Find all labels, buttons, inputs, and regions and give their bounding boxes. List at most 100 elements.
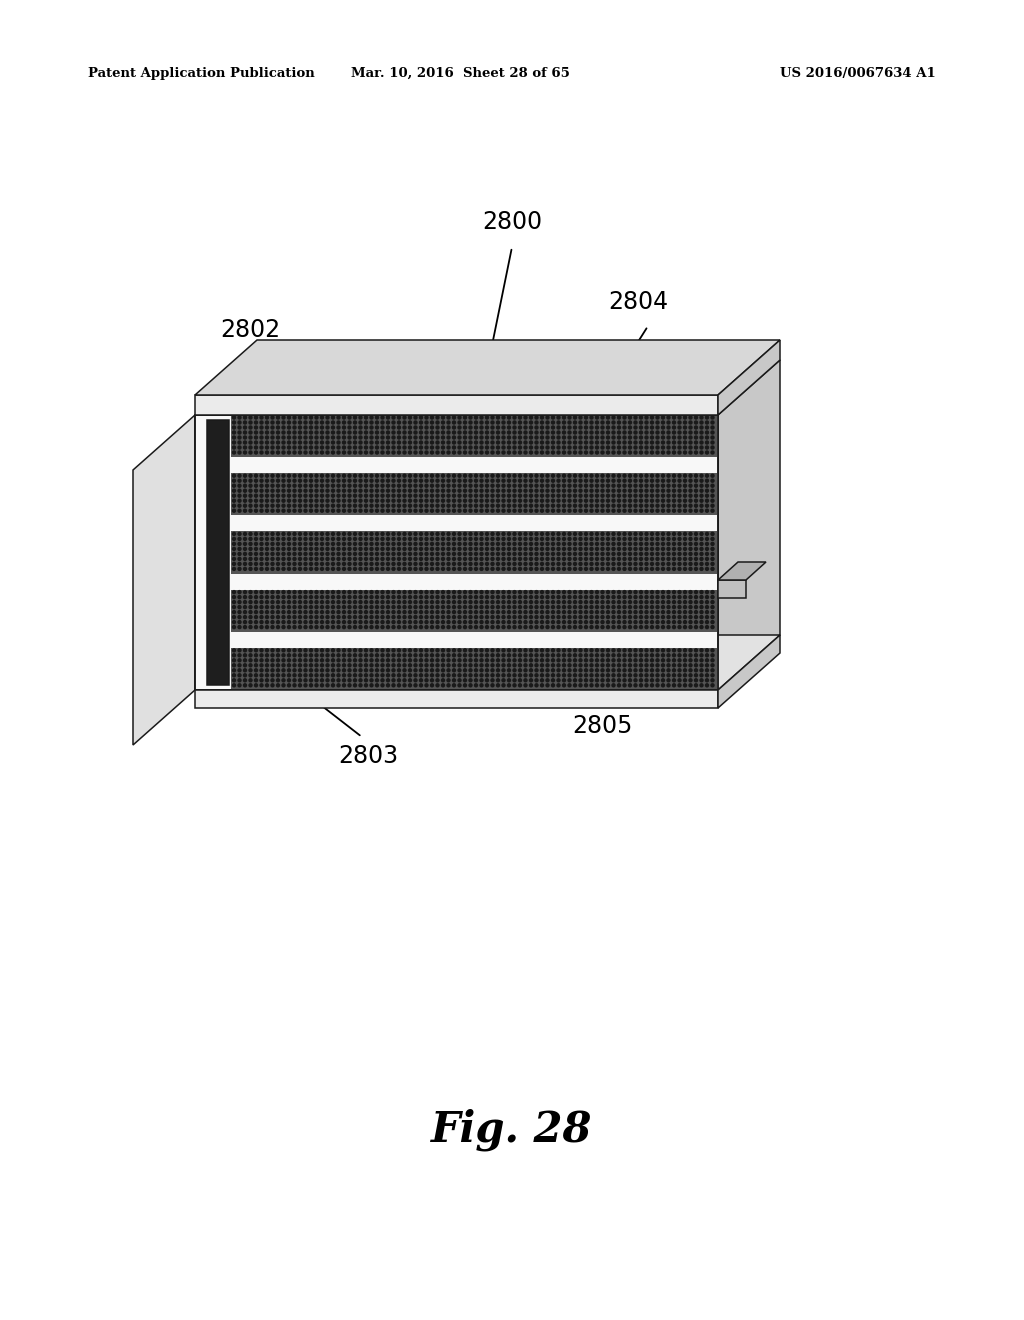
Circle shape — [386, 611, 389, 614]
Circle shape — [502, 620, 505, 623]
Circle shape — [485, 611, 488, 614]
Circle shape — [552, 664, 555, 667]
Circle shape — [673, 673, 676, 677]
Circle shape — [321, 626, 324, 628]
Circle shape — [315, 510, 318, 512]
Circle shape — [232, 441, 236, 444]
Circle shape — [265, 548, 268, 550]
Circle shape — [673, 446, 676, 449]
Circle shape — [342, 484, 345, 487]
Circle shape — [606, 669, 609, 672]
Circle shape — [612, 537, 615, 540]
Circle shape — [430, 510, 433, 512]
Circle shape — [502, 510, 505, 512]
Circle shape — [579, 441, 582, 444]
Circle shape — [524, 562, 527, 565]
Circle shape — [662, 590, 665, 594]
Circle shape — [513, 615, 516, 619]
Circle shape — [299, 484, 301, 487]
Circle shape — [650, 659, 653, 661]
Circle shape — [645, 601, 648, 603]
Circle shape — [596, 490, 598, 492]
Circle shape — [579, 620, 582, 623]
Circle shape — [535, 552, 538, 556]
Circle shape — [288, 611, 291, 614]
Circle shape — [414, 548, 417, 550]
Circle shape — [497, 479, 500, 482]
Circle shape — [425, 557, 428, 561]
Circle shape — [409, 474, 412, 478]
Circle shape — [585, 595, 588, 598]
Circle shape — [546, 678, 549, 682]
Circle shape — [678, 684, 681, 686]
Circle shape — [414, 653, 417, 657]
Circle shape — [238, 432, 241, 434]
Circle shape — [381, 552, 384, 556]
Circle shape — [425, 537, 428, 540]
Circle shape — [573, 510, 577, 512]
Circle shape — [365, 532, 368, 536]
Circle shape — [464, 669, 467, 672]
Circle shape — [634, 543, 637, 545]
Circle shape — [276, 659, 280, 661]
Circle shape — [288, 673, 291, 677]
Circle shape — [293, 446, 296, 449]
Circle shape — [409, 537, 412, 540]
Circle shape — [359, 678, 362, 682]
Circle shape — [694, 615, 697, 619]
Circle shape — [381, 494, 384, 498]
Circle shape — [464, 557, 467, 561]
Circle shape — [420, 510, 423, 512]
Circle shape — [546, 562, 549, 565]
Circle shape — [711, 494, 714, 498]
Circle shape — [409, 678, 412, 682]
Circle shape — [288, 441, 291, 444]
Circle shape — [370, 678, 373, 682]
Circle shape — [634, 552, 637, 556]
Circle shape — [425, 543, 428, 545]
Circle shape — [430, 436, 433, 440]
Circle shape — [513, 494, 516, 498]
Circle shape — [249, 537, 252, 540]
Circle shape — [359, 552, 362, 556]
Circle shape — [309, 543, 312, 545]
Circle shape — [656, 510, 659, 512]
Circle shape — [562, 474, 565, 478]
Circle shape — [403, 673, 406, 677]
Circle shape — [447, 436, 450, 440]
Circle shape — [299, 606, 301, 609]
Circle shape — [403, 532, 406, 536]
Circle shape — [255, 484, 257, 487]
Circle shape — [332, 474, 335, 478]
Circle shape — [590, 490, 593, 492]
Circle shape — [650, 562, 653, 565]
Circle shape — [601, 626, 604, 628]
Circle shape — [304, 426, 307, 429]
Circle shape — [490, 421, 494, 424]
Circle shape — [458, 537, 461, 540]
Circle shape — [469, 620, 472, 623]
Circle shape — [441, 590, 444, 594]
Circle shape — [474, 490, 477, 492]
Circle shape — [436, 451, 439, 454]
Circle shape — [689, 432, 692, 434]
Circle shape — [464, 684, 467, 686]
Circle shape — [573, 673, 577, 677]
Circle shape — [365, 562, 368, 565]
Circle shape — [447, 568, 450, 570]
Circle shape — [568, 659, 571, 661]
Circle shape — [524, 543, 527, 545]
Circle shape — [629, 490, 632, 492]
Circle shape — [359, 568, 362, 570]
Circle shape — [441, 543, 444, 545]
Circle shape — [535, 601, 538, 603]
Circle shape — [524, 494, 527, 498]
Circle shape — [667, 669, 670, 672]
Circle shape — [397, 653, 400, 657]
Circle shape — [365, 552, 368, 556]
Circle shape — [656, 552, 659, 556]
Circle shape — [645, 595, 648, 598]
Circle shape — [348, 432, 351, 434]
Circle shape — [573, 451, 577, 454]
Circle shape — [342, 490, 345, 492]
